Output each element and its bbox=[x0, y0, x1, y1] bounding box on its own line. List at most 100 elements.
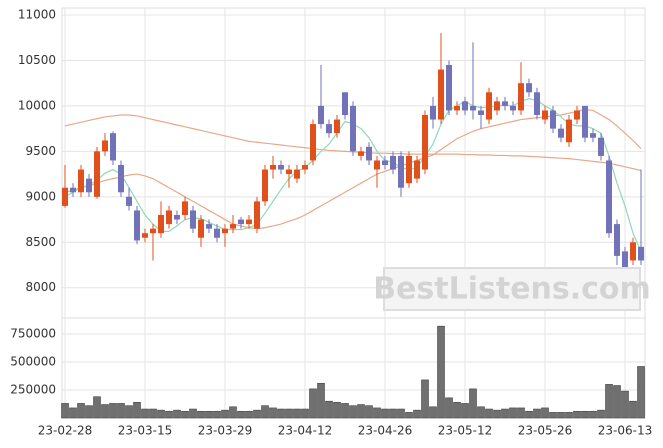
volume-bar bbox=[373, 407, 381, 419]
candle-body bbox=[286, 169, 292, 175]
volume-bar bbox=[69, 407, 77, 419]
candle-body bbox=[566, 119, 572, 143]
candle-body bbox=[166, 210, 172, 225]
volume-bar bbox=[213, 410, 221, 419]
candle-body bbox=[606, 160, 612, 234]
y-tick-label: 250000 bbox=[10, 383, 56, 397]
volume-bar bbox=[445, 397, 453, 419]
candle-body bbox=[70, 187, 76, 193]
candle-body bbox=[318, 105, 324, 125]
volume-bar bbox=[133, 402, 141, 419]
volume-bar bbox=[293, 408, 301, 419]
candle-body bbox=[326, 124, 332, 134]
candle-body bbox=[598, 137, 604, 156]
watermark-box bbox=[383, 267, 641, 311]
candle-body bbox=[62, 187, 68, 206]
candle-body bbox=[454, 105, 460, 111]
candle-body bbox=[406, 155, 412, 184]
candle-body bbox=[254, 201, 260, 229]
candle-body bbox=[190, 210, 196, 229]
candle-body bbox=[238, 219, 244, 225]
volume-bar bbox=[365, 405, 373, 419]
volume-bar bbox=[117, 403, 125, 419]
volume-bar bbox=[165, 410, 173, 419]
volume-bar bbox=[141, 408, 149, 419]
volume-bar bbox=[469, 388, 477, 419]
candle-body bbox=[478, 110, 484, 115]
candle-body bbox=[334, 119, 340, 134]
candle-body bbox=[102, 140, 108, 152]
volume-bar bbox=[429, 406, 437, 419]
candle-body bbox=[158, 215, 164, 234]
volume-bar bbox=[525, 410, 533, 419]
volume-bar bbox=[421, 379, 429, 419]
candle-body bbox=[510, 105, 516, 111]
volume-bar bbox=[605, 384, 613, 419]
y-tick-label: 8000 bbox=[25, 280, 56, 294]
volume-bar bbox=[501, 408, 509, 419]
volume-bar bbox=[93, 396, 101, 419]
candle-body bbox=[534, 92, 540, 115]
candle-body bbox=[142, 233, 148, 238]
y-tick-label: 11000 bbox=[18, 8, 56, 22]
volume-bar bbox=[309, 388, 317, 419]
y-tick-label: 10500 bbox=[18, 53, 56, 67]
candle-body bbox=[374, 160, 380, 170]
volume-bar bbox=[77, 403, 85, 419]
volume-bar bbox=[189, 408, 197, 419]
candle-body bbox=[414, 160, 420, 179]
volume-bar bbox=[85, 405, 93, 419]
volume-bar bbox=[237, 410, 245, 419]
volume-bar bbox=[341, 403, 349, 419]
volume-bar bbox=[381, 408, 389, 419]
candle-body bbox=[550, 110, 556, 129]
volume-bar bbox=[349, 405, 357, 419]
volume-bar bbox=[253, 409, 261, 419]
candle-body bbox=[198, 219, 204, 238]
candle-body bbox=[630, 242, 636, 261]
candle-body bbox=[382, 160, 388, 165]
volume-bar bbox=[125, 405, 133, 419]
x-tick-label: 23-02-28 bbox=[38, 424, 92, 438]
volume-bar bbox=[613, 385, 621, 419]
candle-body bbox=[302, 165, 308, 170]
candle-body bbox=[542, 110, 548, 120]
volume-bar bbox=[637, 366, 645, 419]
volume-bar bbox=[197, 410, 205, 419]
x-tick-label: 23-04-26 bbox=[358, 424, 412, 438]
x-tick-label: 23-04-12 bbox=[278, 424, 332, 438]
volume-bar bbox=[573, 410, 581, 419]
x-tick-label: 23-03-29 bbox=[198, 424, 252, 438]
y-tick-label: 9000 bbox=[25, 189, 56, 203]
volume-bar bbox=[205, 410, 213, 419]
candle-body bbox=[462, 101, 468, 111]
candle-body bbox=[582, 105, 588, 138]
candle-body bbox=[558, 128, 564, 138]
volume-bar bbox=[589, 410, 597, 419]
candle-body bbox=[486, 92, 492, 120]
candle-body bbox=[358, 151, 364, 156]
candle-body bbox=[294, 169, 300, 179]
candle-body bbox=[398, 155, 404, 188]
volume-bar bbox=[621, 390, 629, 419]
candle-body bbox=[230, 224, 236, 229]
volume-bar bbox=[389, 408, 397, 419]
volume-bar bbox=[549, 412, 557, 419]
volume-bar bbox=[229, 406, 237, 419]
candle-body bbox=[134, 210, 140, 241]
candle-body bbox=[270, 165, 276, 170]
volume-bar bbox=[405, 412, 413, 419]
volume-bar bbox=[493, 409, 501, 419]
volume-bar bbox=[509, 407, 517, 419]
candle-body bbox=[246, 219, 252, 225]
volume-bar bbox=[157, 409, 165, 419]
volume-bar bbox=[221, 409, 229, 419]
candle-body bbox=[518, 83, 524, 111]
volume-bar bbox=[181, 410, 189, 419]
candle-body bbox=[350, 105, 356, 152]
candle-body bbox=[206, 224, 212, 229]
volume-bar bbox=[485, 408, 493, 419]
volume-bar bbox=[173, 409, 181, 419]
volume-bar bbox=[565, 412, 573, 419]
